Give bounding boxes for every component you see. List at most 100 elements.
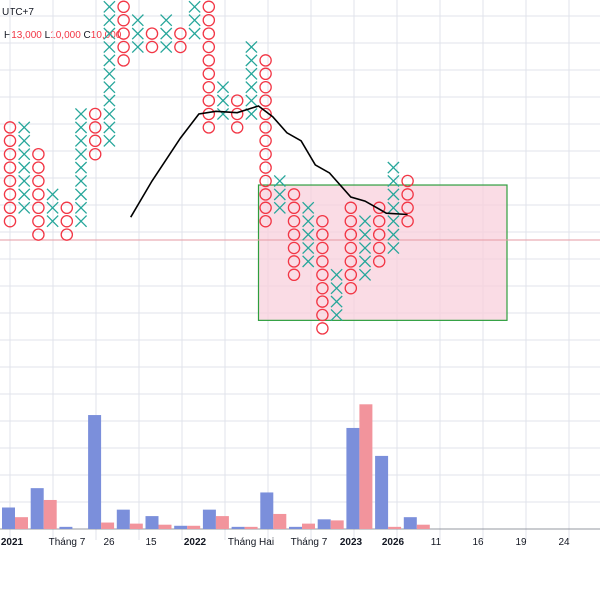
o-mark (259, 174, 272, 188)
x-mark (74, 188, 88, 201)
o-mark (344, 255, 358, 268)
volume-bar-up (375, 455, 389, 529)
o-mark (259, 67, 272, 81)
o-mark (344, 201, 358, 215)
o-mark (259, 107, 272, 121)
o-mark (3, 161, 17, 174)
x-mark (103, 54, 116, 67)
o-mark (202, 40, 216, 54)
x-axis: 2021 Tháng 7 26 15 2022 Tháng Hai Tháng 7 2023 2… (1, 537, 570, 548)
volume-bar-up (289, 526, 302, 529)
x-tick-label: Tháng Hai (228, 537, 274, 548)
x-tick-label: 15 (145, 537, 157, 548)
x-mark (74, 215, 88, 228)
volume-bar-up (2, 507, 15, 529)
volume-layer (2, 404, 430, 529)
x-mark (358, 268, 372, 281)
o-mark (316, 241, 329, 255)
x-mark (387, 201, 400, 214)
x-mark (103, 27, 116, 40)
o-mark (32, 147, 45, 161)
o-mark (401, 188, 414, 201)
o-mark (3, 134, 17, 148)
x-mark (131, 27, 144, 40)
volume-bar-down (15, 517, 28, 529)
o-mark (344, 281, 358, 295)
o-mark (230, 121, 244, 134)
o-mark (60, 201, 74, 215)
x-mark (46, 201, 59, 214)
volume-bar-up (30, 488, 44, 529)
volume-bar-down (43, 499, 57, 529)
o-mark (117, 27, 130, 40)
x-mark (160, 14, 173, 27)
o-mark (88, 107, 102, 121)
o-mark (287, 268, 301, 282)
volume-bar-up (346, 427, 360, 529)
close-label: C (83, 30, 91, 41)
low-value: 10,000 (50, 30, 81, 41)
x-mark (103, 40, 116, 54)
o-mark (174, 40, 187, 54)
o-mark (372, 214, 386, 228)
o-mark (259, 94, 272, 107)
x-mark (358, 228, 372, 241)
x-mark (18, 121, 31, 134)
o-mark (88, 147, 102, 161)
x-mark (302, 255, 315, 268)
x-tick-label: 19 (515, 537, 527, 548)
x-mark (74, 174, 88, 188)
o-mark (32, 188, 45, 201)
volume-bar-down (273, 513, 287, 529)
x-tick-label: 24 (558, 537, 570, 548)
x-mark (302, 215, 315, 228)
volume-bar-up (202, 509, 216, 529)
x-mark (18, 161, 31, 174)
o-mark (259, 134, 272, 148)
o-mark (117, 40, 130, 54)
o-mark (117, 13, 130, 27)
volume-bar-down (302, 523, 315, 529)
volume-bar-down (330, 520, 344, 529)
x-mark (302, 241, 315, 255)
o-mark (32, 161, 45, 174)
volume-bar-up (260, 492, 274, 529)
o-mark (32, 228, 45, 241)
o-mark (316, 295, 329, 308)
o-mark (259, 188, 272, 201)
o-mark (145, 27, 159, 40)
x-mark (46, 215, 59, 228)
o-mark (287, 188, 301, 201)
o-mark (202, 27, 216, 40)
x-mark (46, 188, 59, 201)
o-mark (316, 308, 329, 322)
x-tick-label: 11 (431, 537, 442, 548)
x-mark (387, 241, 400, 255)
volume-bar-up (145, 516, 159, 529)
x-mark (160, 27, 173, 40)
volume-bar-up (59, 526, 73, 529)
high-label: H (4, 30, 12, 41)
x-mark (358, 241, 372, 255)
x-mark (245, 67, 258, 80)
o-mark (316, 255, 329, 268)
volume-bar-up (174, 525, 188, 529)
moving-average-line (130, 105, 408, 218)
volume-bar-down (158, 524, 172, 529)
o-mark (401, 174, 414, 188)
o-mark (230, 107, 244, 121)
timezone-label: UTC+7 (2, 7, 34, 18)
o-mark (202, 13, 216, 27)
x-mark (18, 201, 31, 214)
x-mark (273, 174, 286, 188)
x-tick-label: Tháng 7 (49, 537, 86, 548)
x-mark (188, 0, 201, 13)
x-mark (74, 148, 88, 161)
o-mark (202, 121, 216, 134)
x-mark (74, 121, 88, 134)
x-mark (103, 67, 116, 80)
x-mark (358, 255, 372, 268)
x-mark (273, 201, 286, 214)
volume-bar-down (215, 516, 229, 529)
